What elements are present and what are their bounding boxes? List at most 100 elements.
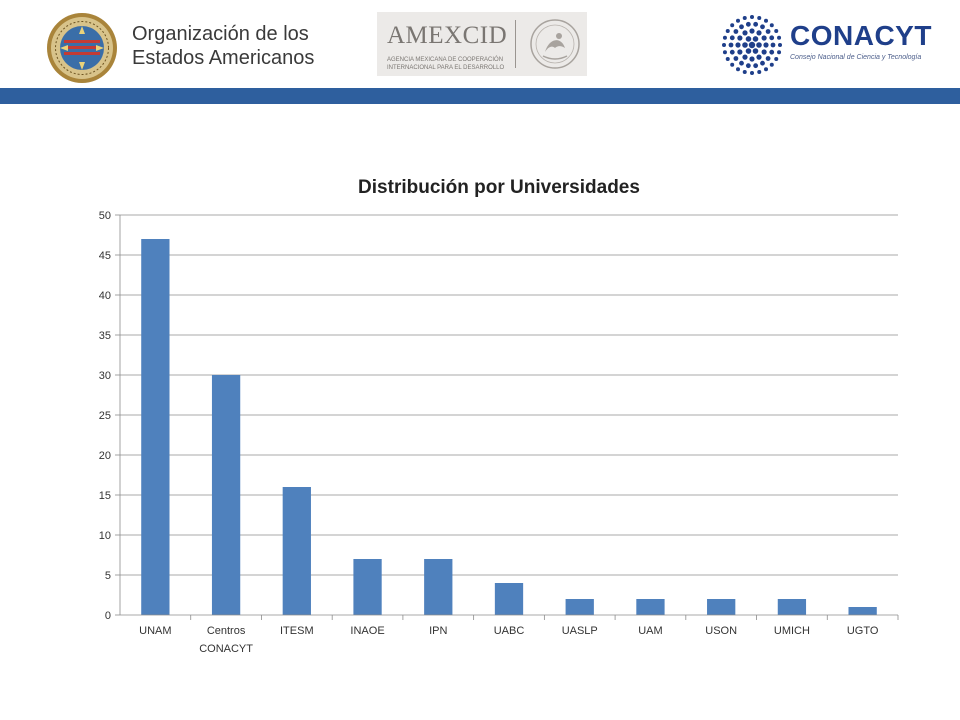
conacyt-dot — [757, 15, 762, 20]
oea-name-line1: Organización de los — [132, 23, 309, 45]
conacyt-dot — [748, 41, 756, 49]
conacyt-dot — [777, 35, 782, 40]
conacyt-dot — [752, 48, 759, 54]
conacyt-name: CONACYT — [790, 20, 932, 51]
conacyt-dot — [730, 62, 735, 67]
conacyt-dot — [729, 49, 735, 55]
conacyt-dot — [722, 35, 727, 40]
conacyt-dot — [737, 49, 743, 55]
bar — [777, 599, 807, 615]
conacyt-dot — [760, 60, 765, 66]
chart-grid — [120, 214, 898, 576]
conacyt-dot — [760, 24, 765, 30]
conacyt-dot — [761, 35, 767, 41]
amexcid-subtitle: AGENCIA MEXICANA DE COOPERACIÓN INTERNAC… — [387, 57, 505, 71]
mexico-seal-icon — [530, 19, 580, 69]
bar — [353, 559, 382, 615]
x-tick-label: UNAM — [139, 625, 171, 637]
conacyt-dot — [733, 56, 739, 61]
conacyt-dot — [742, 54, 748, 60]
conacyt-dot — [745, 48, 752, 54]
y-tick-label: 15 — [99, 490, 111, 502]
conacyt-dot — [774, 29, 779, 33]
y-tick-label: 50 — [99, 210, 111, 222]
conacyt-dot — [750, 15, 754, 19]
conacyt-dot — [774, 57, 779, 61]
conacyt-dot — [778, 43, 782, 47]
y-tick-label: 30 — [99, 370, 111, 382]
bar — [282, 487, 311, 615]
conacyt-dot — [756, 42, 762, 48]
y-tick-label: 10 — [99, 530, 111, 542]
conacyt-dots-icon — [722, 15, 782, 75]
conacyt-dot — [761, 49, 767, 55]
conacyt-dot — [764, 67, 768, 72]
x-tick-label: UAM — [638, 625, 662, 637]
header: Organización de los Estados Americanos A… — [0, 0, 960, 104]
conacyt-dot — [725, 29, 730, 33]
y-tick-label: 0 — [105, 610, 111, 622]
header-bar — [0, 88, 960, 104]
x-tick-label: CONACYT — [199, 643, 253, 655]
conacyt-dot — [728, 42, 734, 48]
conacyt-dot — [749, 56, 755, 62]
conacyt-dot — [733, 29, 739, 34]
conacyt-dot — [769, 62, 774, 67]
conacyt-dot — [745, 63, 751, 69]
x-tick-label: IPN — [429, 625, 447, 637]
conacyt-dot — [753, 21, 759, 27]
conacyt-dot — [722, 43, 726, 47]
conacyt-dot — [750, 71, 754, 75]
conacyt-dot — [749, 28, 755, 34]
x-tick-label: ITESM — [280, 625, 314, 637]
oea-name: Organización de los Estados Americanos — [132, 22, 314, 70]
conacyt-dot — [736, 67, 740, 72]
conacyt-dot — [745, 21, 751, 27]
conacyt-dot — [742, 70, 747, 75]
x-tick-label: UABC — [494, 625, 525, 637]
conacyt-dot — [769, 23, 774, 28]
y-tick-label: 35 — [99, 330, 111, 342]
oea-name-line2: Estados Americanos — [132, 47, 315, 69]
amexcid-divider — [515, 20, 516, 68]
conacyt-dot — [753, 63, 759, 69]
conacyt-dot — [770, 42, 776, 48]
y-tick-label: 5 — [105, 570, 111, 582]
y-tick-label: 45 — [99, 250, 111, 262]
conacyt-dot — [735, 42, 741, 48]
x-tick-label: UMICH — [774, 625, 810, 637]
x-tick-label: UASLP — [562, 625, 598, 637]
conacyt-dot — [777, 50, 782, 55]
chart-axes — [119, 215, 898, 616]
bar — [565, 599, 594, 615]
y-tick-label: 20 — [99, 450, 111, 462]
bar — [424, 559, 453, 615]
x-axis-labels: UNAM Centros CONACYT ITESM INAOE IPN UABC UASLP… — [139, 615, 899, 655]
conacyt-dot — [722, 50, 727, 55]
x-tick-label: INAOE — [350, 625, 384, 637]
bar — [636, 599, 665, 615]
conacyt-dot — [763, 42, 769, 48]
conacyt-dot — [737, 35, 743, 41]
conacyt-dot — [739, 24, 744, 30]
conacyt-dot — [742, 30, 748, 36]
conacyt-dot — [752, 36, 759, 42]
bar — [494, 583, 524, 615]
conacyt-dot — [756, 54, 762, 60]
conacyt-dot — [729, 35, 735, 41]
conacyt-dot — [756, 30, 762, 36]
conacyt-dot — [736, 18, 740, 23]
bar-chart: Distribución por Universidades 0 5 10 15 20 2… — [99, 177, 899, 655]
amexcid-name: AMEXCID — [387, 22, 508, 49]
conacyt-dot — [765, 56, 771, 61]
conacyt-dot — [757, 70, 762, 75]
conacyt-dot — [742, 42, 748, 48]
oea-seal-icon — [47, 13, 117, 83]
bar — [707, 599, 736, 615]
bar — [848, 607, 877, 615]
bar — [141, 239, 170, 615]
y-axis-ticks: 0 5 10 15 20 25 30 35 40 45 50 — [99, 210, 120, 622]
conacyt-dot — [745, 36, 752, 42]
amexcid-logo: AMEXCID AGENCIA MEXICANA DE COOPERACIÓN … — [377, 12, 587, 76]
x-tick-label: Centros — [207, 625, 246, 637]
